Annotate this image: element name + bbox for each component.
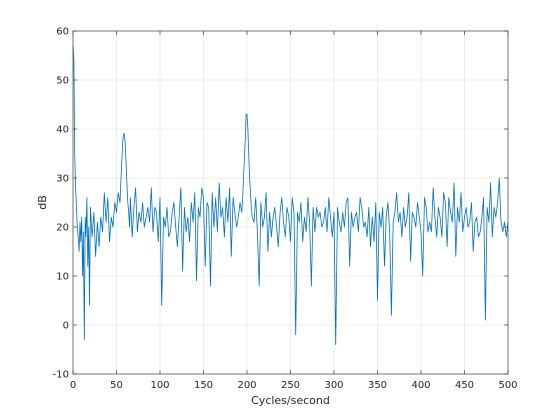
y-tick-label: 50 (56, 76, 69, 87)
tick-marks (72, 30, 509, 375)
spectrum-line (72, 45, 509, 346)
y-tick-label: 60 (56, 27, 69, 38)
x-axis-label: Cycles/second (251, 394, 330, 407)
x-tick-label: 100 (150, 380, 169, 391)
x-tick-label: 150 (194, 380, 213, 391)
x-tick-label: 450 (455, 380, 474, 391)
x-tick-label: 300 (324, 380, 343, 391)
y-axis-label: dB (36, 195, 49, 210)
x-tick-label: 50 (110, 380, 123, 391)
y-tick-label: 0 (63, 321, 69, 332)
y-tick-label: 30 (56, 174, 69, 185)
y-tick-label: 40 (56, 125, 69, 136)
series-layer (72, 45, 509, 346)
x-tick-label: 500 (498, 380, 517, 391)
tick-labels: 0 50 100 150 200 250 300 350 400 450 500-100102030… (53, 27, 518, 392)
y-tick-label: -10 (53, 370, 69, 381)
x-tick-label: 250 (281, 380, 300, 391)
x-tick-label: 200 (237, 380, 256, 391)
x-tick-label: 0 (70, 380, 76, 391)
x-tick-label: 350 (368, 380, 387, 391)
y-tick-label: 20 (56, 223, 69, 234)
y-tick-label: 10 (56, 272, 69, 283)
x-tick-label: 400 (411, 380, 430, 391)
